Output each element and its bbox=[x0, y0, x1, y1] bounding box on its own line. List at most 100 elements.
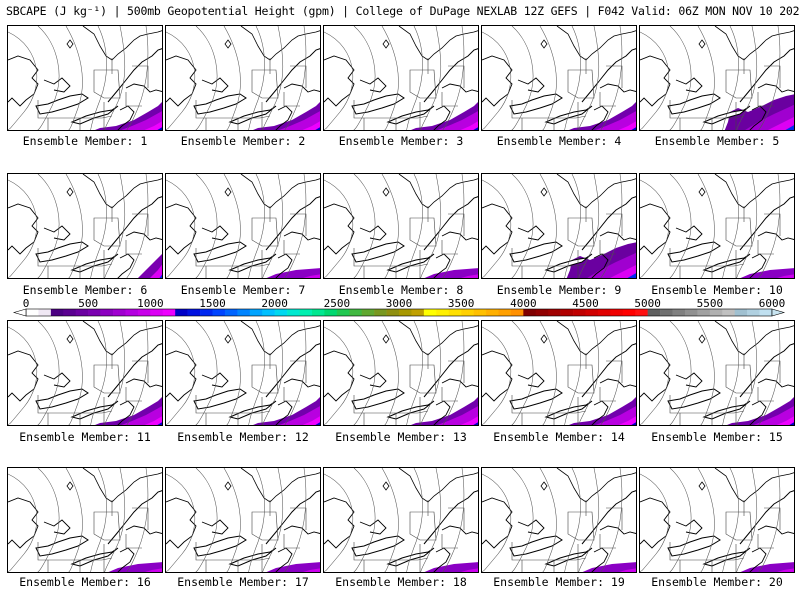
sbcape-map bbox=[166, 321, 320, 425]
colorbar-tick-label: 1000 bbox=[137, 297, 164, 310]
colorbar-segment bbox=[610, 309, 624, 316]
ensemble-member-label: Ensemble Member: 16 bbox=[19, 575, 151, 589]
ensemble-map-panel bbox=[639, 320, 795, 426]
sbcape-map bbox=[640, 321, 794, 425]
colorbar-segment bbox=[523, 309, 537, 316]
ensemble-member-label: Ensemble Member: 14 bbox=[493, 430, 625, 444]
colorbar-segment bbox=[274, 309, 288, 316]
colorbar-segment bbox=[237, 309, 251, 316]
ensemble-map-panel bbox=[481, 25, 637, 131]
colorbar-segment bbox=[349, 309, 362, 316]
ensemble-member-label: Ensemble Member: 4 bbox=[496, 134, 622, 148]
colorbar-segment bbox=[423, 309, 437, 316]
colorbar-segment bbox=[187, 309, 201, 316]
colorbar-segment bbox=[88, 309, 101, 316]
ensemble-map-panel bbox=[7, 467, 163, 573]
sbcape-map bbox=[324, 468, 478, 572]
colorbar-segment bbox=[299, 309, 313, 316]
ensemble-member-label: Ensemble Member: 18 bbox=[335, 575, 467, 589]
colorbar-segment bbox=[560, 309, 574, 316]
ensemble-member-label: Ensemble Member: 13 bbox=[335, 430, 467, 444]
figure-title: SBCAPE (J kg⁻¹) | 500mb Geopotential Hei… bbox=[6, 4, 800, 18]
sbcape-colorbar bbox=[12, 308, 786, 317]
ensemble-member-label: Ensemble Member: 20 bbox=[651, 575, 783, 589]
ensemble-member-label: Ensemble Member: 17 bbox=[177, 575, 309, 589]
sbcape-map bbox=[482, 468, 636, 572]
sbcape-map bbox=[482, 321, 636, 425]
ensemble-map-panel bbox=[639, 467, 795, 573]
ensemble-map-panel bbox=[639, 25, 795, 131]
colorbar-segment bbox=[399, 309, 412, 316]
colorbar-tick-label: 2000 bbox=[261, 297, 288, 310]
colorbar-segment bbox=[336, 309, 350, 316]
colorbar-segment bbox=[722, 309, 735, 316]
colorbar-segment bbox=[448, 309, 462, 316]
colorbar-segment bbox=[635, 309, 648, 316]
colorbar-segment bbox=[150, 309, 164, 316]
ensemble-member-label: Ensemble Member: 5 bbox=[654, 134, 780, 148]
ensemble-member-label: Ensemble Member: 19 bbox=[493, 575, 625, 589]
sbcape-map bbox=[166, 468, 320, 572]
colorbar-segment bbox=[63, 309, 77, 316]
colorbar-segment bbox=[374, 309, 387, 316]
colorbar-tick-label: 5000 bbox=[634, 297, 661, 310]
sbcape-map bbox=[166, 26, 320, 130]
colorbar-segment bbox=[660, 309, 673, 316]
colorbar-tick-label: 4500 bbox=[572, 297, 599, 310]
colorbar-segment bbox=[436, 309, 450, 316]
colorbar-segment bbox=[647, 309, 661, 316]
sbcape-map bbox=[324, 321, 478, 425]
colorbar-tick-label: 3500 bbox=[447, 297, 475, 310]
sbcape-map bbox=[8, 321, 162, 425]
colorbar-segment bbox=[100, 309, 114, 316]
sbcape-map bbox=[8, 174, 162, 278]
colorbar-min-arrow bbox=[12, 308, 27, 317]
ensemble-member-label: Ensemble Member: 12 bbox=[177, 430, 309, 444]
colorbar-segment bbox=[200, 309, 213, 316]
colorbar-segment bbox=[548, 309, 561, 316]
colorbar-tick-label: 1500 bbox=[199, 297, 226, 310]
colorbar-segment bbox=[50, 309, 64, 316]
colorbar-segment bbox=[709, 309, 723, 316]
colorbar-segment bbox=[684, 309, 698, 316]
colorbar-segment bbox=[26, 309, 39, 316]
colorbar-segment bbox=[597, 309, 611, 316]
ensemble-member-label: Ensemble Member: 2 bbox=[180, 134, 306, 148]
colorbar-max-arrow bbox=[771, 308, 786, 317]
ensemble-member-label: Ensemble Member: 1 bbox=[22, 134, 148, 148]
colorbar-segment bbox=[324, 309, 338, 316]
sbcape-map bbox=[8, 468, 162, 572]
colorbar-segment bbox=[249, 309, 263, 316]
colorbar-tick-label: 2500 bbox=[323, 297, 351, 310]
colorbar-segment bbox=[212, 309, 226, 316]
ensemble-member-label: Ensemble Member: 11 bbox=[19, 430, 151, 444]
ensemble-map-panel bbox=[165, 25, 321, 131]
colorbar-segment bbox=[411, 309, 425, 316]
ensemble-map-panel bbox=[7, 25, 163, 131]
colorbar-segment bbox=[113, 309, 126, 316]
ensemble-member-label: Ensemble Member: 9 bbox=[496, 283, 622, 297]
colorbar-segment bbox=[361, 309, 375, 316]
ensemble-map-panel bbox=[7, 320, 163, 426]
colorbar-segment bbox=[734, 309, 748, 316]
colorbar-tick-label: 500 bbox=[78, 297, 99, 310]
colorbar-segment bbox=[573, 309, 586, 316]
ensemble-map-panel bbox=[165, 320, 321, 426]
ensemble-map-panel bbox=[481, 467, 637, 573]
ensemble-member-label: Ensemble Member: 3 bbox=[338, 134, 464, 148]
colorbar-segment bbox=[137, 309, 151, 316]
colorbar-segment bbox=[287, 309, 300, 316]
sbcape-map bbox=[482, 26, 636, 130]
ensemble-map-panel bbox=[323, 173, 479, 279]
colorbar-segment bbox=[486, 309, 499, 316]
ensemble-map-panel bbox=[165, 467, 321, 573]
colorbar-segment bbox=[510, 309, 524, 316]
sbcape-map bbox=[8, 26, 162, 130]
colorbar-segment bbox=[622, 309, 636, 316]
colorbar-segment bbox=[224, 309, 238, 316]
ensemble-member-label: Ensemble Member: 7 bbox=[180, 283, 306, 297]
ensemble-member-label: Ensemble Member: 8 bbox=[338, 283, 464, 297]
sbcape-map bbox=[640, 26, 794, 130]
colorbar-tick-label: 5500 bbox=[696, 297, 724, 310]
ensemble-map-panel bbox=[7, 173, 163, 279]
